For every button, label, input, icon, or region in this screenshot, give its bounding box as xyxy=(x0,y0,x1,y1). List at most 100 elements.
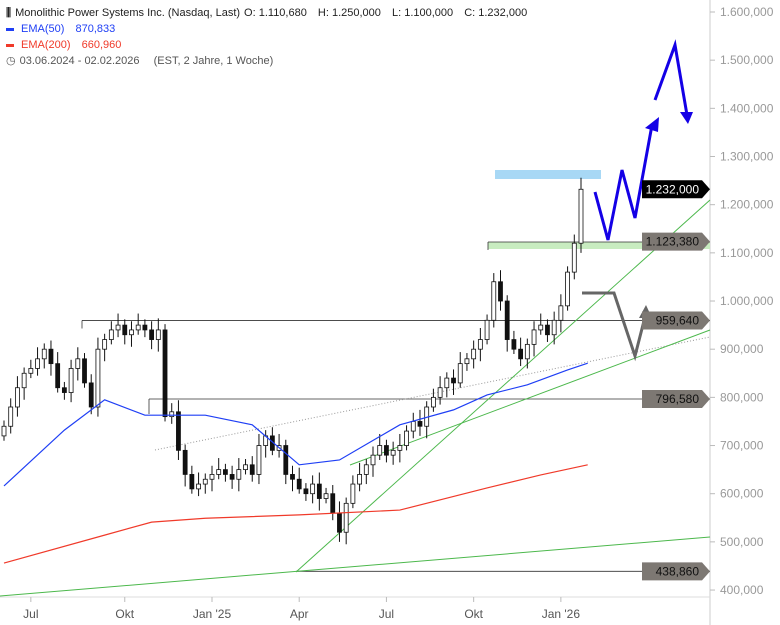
candle-body xyxy=(283,445,289,475)
candle-body xyxy=(169,411,175,418)
y-tick-label: 900,000 xyxy=(720,342,764,356)
candle-body xyxy=(8,406,14,427)
candle-body xyxy=(377,445,383,456)
legend-range: ◷ 03.06.2024 - 02.02.2026 (EST, 2 Jahre, … xyxy=(6,53,527,69)
y-tick-label: 1.100,000 xyxy=(720,246,774,260)
candle-body xyxy=(498,281,503,302)
candle-body xyxy=(545,324,550,336)
price-tag xyxy=(642,562,710,581)
trendline-long xyxy=(0,536,711,597)
candle-body xyxy=(223,469,228,475)
y-tick-label: 500,000 xyxy=(720,535,764,549)
trendline-steep xyxy=(295,199,711,573)
price-tag-label: 1.123,380 xyxy=(646,235,700,249)
candle-body xyxy=(155,329,161,340)
candle-body xyxy=(162,329,168,418)
x-tick-label: Okt xyxy=(464,607,483,621)
candle-body xyxy=(1,425,7,437)
candle-body xyxy=(21,372,27,389)
support-zone xyxy=(488,242,710,249)
candle-body xyxy=(61,387,67,393)
dotted-trendline xyxy=(154,336,711,451)
candle-body xyxy=(15,387,20,408)
high-value: H: 1.250,000 xyxy=(317,7,381,19)
ema200-swatch xyxy=(6,43,14,47)
candle-body xyxy=(558,305,564,321)
y-tick-label: 800,000 xyxy=(720,390,764,404)
candle-body xyxy=(108,329,114,340)
candle-body xyxy=(75,358,81,369)
candle-body xyxy=(578,188,584,244)
candle-body xyxy=(404,430,409,446)
legend-ema200[interactable]: EMA(200) 660,960 xyxy=(6,37,527,53)
candle-body xyxy=(142,324,148,331)
candle-body xyxy=(471,348,477,360)
open-value: O: 1.110,680 xyxy=(244,7,307,19)
candle-body xyxy=(330,493,336,514)
candle-body xyxy=(350,483,356,504)
y-tick-label: 1.300,000 xyxy=(720,150,774,164)
candle-body xyxy=(290,474,295,480)
legend-ema50[interactable]: EMA(50) 870,833 xyxy=(6,21,527,37)
candle-body xyxy=(524,343,530,360)
candle-body xyxy=(430,396,436,408)
candle-body xyxy=(538,324,544,331)
candle-body xyxy=(370,454,376,466)
candle-body xyxy=(236,469,242,480)
ema50-swatch xyxy=(6,27,14,31)
candle-body xyxy=(384,445,389,456)
ema50-label: EMA(50) xyxy=(21,23,65,35)
range-info: (EST, 2 Jahre, 1 Woche) xyxy=(153,55,274,67)
x-tick-label: Jul xyxy=(23,607,38,621)
candle-body xyxy=(189,474,195,490)
candle-body xyxy=(437,387,443,398)
y-tick-label: 1.400,000 xyxy=(720,101,774,115)
candle-body xyxy=(551,319,557,336)
candle-body xyxy=(176,411,181,451)
candle-body xyxy=(357,474,362,485)
y-tick-label: 600,000 xyxy=(720,487,764,501)
candle-body xyxy=(531,329,537,345)
candle-body xyxy=(122,324,128,336)
candle-body xyxy=(196,483,201,490)
price-tag xyxy=(642,180,710,199)
x-tick-label: Jul xyxy=(379,607,394,621)
ema200-line xyxy=(3,464,588,564)
target-zone xyxy=(495,170,601,179)
price-tag xyxy=(642,311,710,330)
candle-body xyxy=(491,281,497,321)
candle-body xyxy=(518,348,524,360)
candle-body xyxy=(55,363,61,389)
bullish-scenario-arrow xyxy=(593,124,654,241)
candle-body xyxy=(82,358,87,384)
candle-body xyxy=(135,324,141,331)
price-tag-label: 796,580 xyxy=(656,392,700,406)
instrument-title: Monolithic Power Systems Inc. (Nasdaq, L… xyxy=(15,7,241,19)
clock-icon: ◷ xyxy=(6,55,16,67)
close-value: C: 1.232,000 xyxy=(464,7,528,19)
bullish-scenario-arrow-2 xyxy=(653,39,689,116)
candle-body xyxy=(115,324,121,331)
ema50-value: 870,833 xyxy=(75,23,116,35)
candle-body xyxy=(504,300,510,340)
candle-body xyxy=(511,339,517,350)
candle-body xyxy=(129,329,134,336)
candle-body xyxy=(296,478,302,490)
candle-body xyxy=(451,377,456,384)
indicator-icon[interactable]: ⫼ xyxy=(6,7,12,19)
ema200-label: EMA(200) xyxy=(21,39,71,51)
y-tick-label: 400,000 xyxy=(720,583,764,597)
price-tag xyxy=(642,390,710,409)
arrowhead-icon xyxy=(680,112,693,124)
candle-body xyxy=(216,469,222,475)
ema200-value: 660,960 xyxy=(81,39,122,51)
candle-body xyxy=(571,242,577,273)
candle-body xyxy=(68,368,74,393)
candle-body xyxy=(464,358,470,365)
low-value: L: 1.100,000 xyxy=(391,7,454,19)
y-tick-label: 700,000 xyxy=(720,439,764,453)
candle-body xyxy=(397,445,403,451)
candle-body xyxy=(35,358,40,369)
